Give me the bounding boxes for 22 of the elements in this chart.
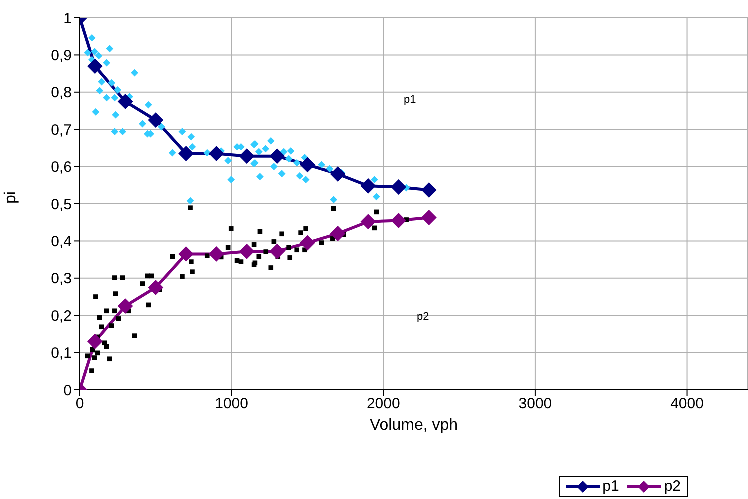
legend-label: p1	[602, 478, 620, 495]
annotation: p1	[404, 94, 416, 106]
legend-label: p2	[664, 478, 681, 495]
y-tick-label: 0,1	[51, 345, 72, 362]
x-tick-label: 4000	[670, 396, 704, 413]
x-tick-label: 0	[76, 396, 84, 413]
y-tick-label: 0,3	[51, 270, 72, 288]
y-tick-label: 1	[64, 10, 72, 28]
y-tick-label: 0,2	[51, 308, 72, 325]
y-tick-label: 0,4	[51, 234, 72, 251]
x-tick-label: 1000	[215, 396, 249, 413]
x-tick-label: 2000	[366, 396, 400, 413]
y-tick-label: 0,8	[51, 84, 72, 102]
y-tick-label: 0,7	[51, 122, 72, 139]
y-tick-label: 0	[64, 382, 72, 400]
y-tick-label: 0,6	[51, 159, 72, 176]
y-tick-label: 0,9	[51, 48, 72, 65]
y-tick-label: 0,5	[51, 196, 72, 214]
x-axis-title: Volume, vph	[370, 417, 458, 434]
x-tick-label: 3000	[518, 396, 552, 413]
annotation: p2	[417, 311, 430, 323]
y-axis-title: pi	[2, 192, 20, 204]
